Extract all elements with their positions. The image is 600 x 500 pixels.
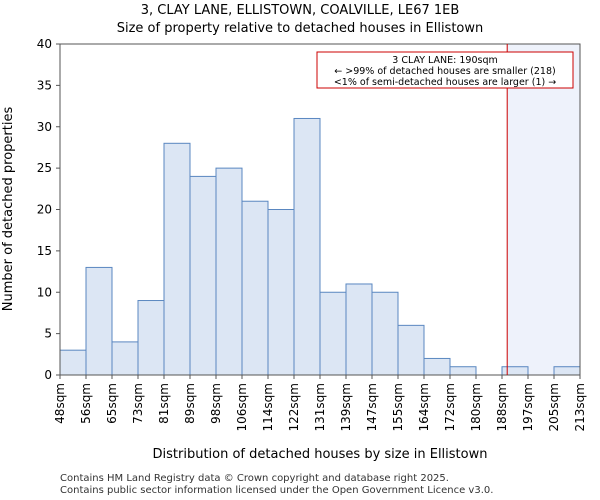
bar-114sqm: [267, 209, 295, 376]
x-tick-label: 205sqm: [547, 383, 561, 431]
bar-131sqm: [319, 291, 347, 376]
y-tick-label: 10: [37, 285, 52, 299]
x-tick-label: 73sqm: [131, 383, 145, 424]
y-tick-label: 30: [37, 120, 52, 134]
y-tick-label: 35: [37, 78, 52, 92]
x-tick-label: 147sqm: [365, 383, 379, 431]
y-tick-label: 5: [44, 327, 52, 341]
bar-122sqm: [293, 117, 321, 376]
y-tick-label: 40: [37, 37, 52, 51]
y-axis-label: Number of detached properties: [1, 107, 16, 312]
bar-155sqm: [397, 324, 425, 376]
chart-subtitle: Size of property relative to detached ho…: [116, 21, 484, 36]
chart-title: 3, CLAY LANE, ELLISTOWN, COALVILLE, LE67…: [140, 3, 460, 18]
x-tick-label: 106sqm: [235, 383, 249, 431]
annotation-line: ← >99% of detached houses are smaller (2…: [334, 66, 555, 77]
x-tick-label: 65sqm: [105, 383, 119, 424]
footer-copyright: Contains HM Land Registry data © Crown c…: [60, 473, 449, 484]
x-axis-label: Distribution of detached houses by size …: [153, 447, 488, 462]
x-tick-label: 213sqm: [573, 383, 587, 431]
bar-139sqm: [345, 283, 373, 376]
bar-164sqm: [423, 357, 451, 376]
footer-licence: Contains public sector information licen…: [60, 485, 494, 496]
bar-65sqm: [111, 341, 139, 376]
highlight-region: [507, 44, 580, 375]
x-tick-label: 48sqm: [53, 383, 67, 424]
histogram-chart: 0 5 10 15 20 25 30 35 40 48sqm 56sqm 65sqm 73sqm 81sq…: [1, 37, 587, 462]
bar-98sqm: [215, 167, 243, 376]
x-tick-label: 197sqm: [521, 383, 535, 431]
bar-106sqm: [241, 200, 269, 376]
bar-56sqm: [85, 266, 113, 376]
x-tick-label: 131sqm: [313, 383, 327, 431]
x-tick-label: 89sqm: [183, 383, 197, 424]
bar-89sqm: [189, 175, 217, 376]
y-tick-label: 25: [37, 161, 52, 175]
y-tick-label: 15: [37, 244, 52, 258]
x-tick-label: 188sqm: [495, 383, 509, 431]
y-tick-label: 20: [37, 203, 52, 217]
x-tick-label: 56sqm: [79, 383, 93, 424]
x-tick-label: 164sqm: [417, 383, 431, 431]
x-tick-label: 114sqm: [261, 383, 275, 431]
annotation-box: [316, 51, 574, 89]
x-tick-label: 122sqm: [287, 383, 301, 431]
bar-172sqm: [449, 366, 477, 376]
bar-188sqm: [501, 366, 529, 376]
bar-73sqm: [137, 300, 165, 376]
bar-147sqm: [371, 291, 399, 376]
x-tick-label: 81sqm: [157, 383, 171, 424]
x-tick-label: 139sqm: [339, 383, 353, 431]
x-tick-label: 98sqm: [209, 383, 223, 424]
x-tick-label: 172sqm: [443, 383, 457, 431]
bar-48sqm: [59, 349, 87, 376]
x-tick-label: 180sqm: [469, 383, 483, 431]
y-tick-label: 0: [44, 368, 52, 382]
bar-205sqm: [553, 366, 581, 376]
bar-81sqm: [163, 142, 191, 376]
annotation-line: 3 CLAY LANE: 190sqm: [392, 55, 498, 66]
annotation-line: <1% of semi-detached houses are larger (…: [334, 77, 556, 88]
x-tick-label: 155sqm: [391, 383, 405, 431]
